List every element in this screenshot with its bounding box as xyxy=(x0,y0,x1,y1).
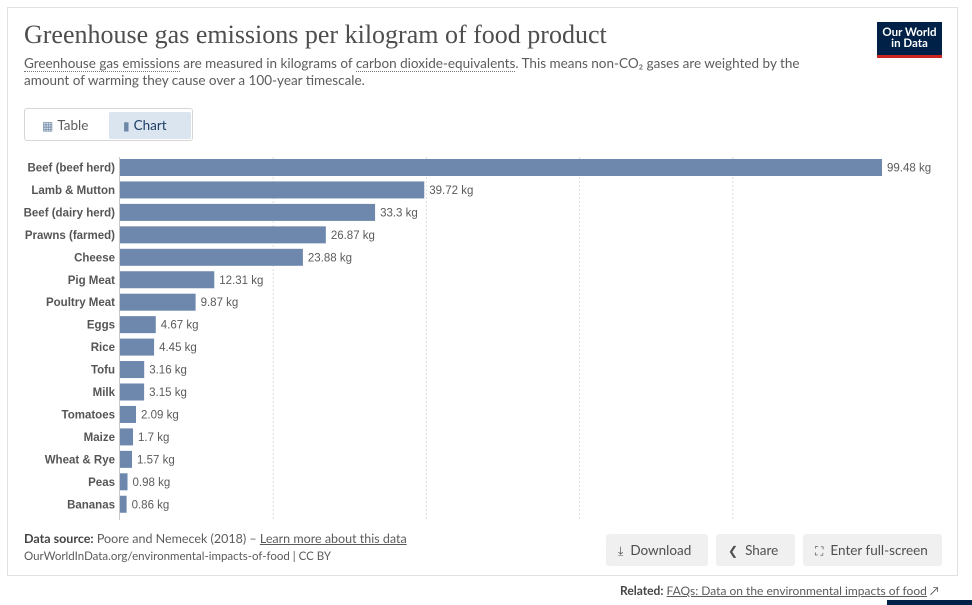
category-label: Bananas xyxy=(67,499,115,511)
category-label: Poultry Meat xyxy=(46,297,115,309)
bar xyxy=(120,338,155,356)
bar xyxy=(120,316,156,334)
bar xyxy=(120,226,326,244)
download-button[interactable]: ⤓ Download xyxy=(606,534,708,566)
bar xyxy=(120,383,145,401)
download-icon: ⤓ xyxy=(618,543,624,558)
category-label: Prawns (farmed) xyxy=(25,230,115,242)
fullscreen-label: Enter full-screen xyxy=(830,542,928,558)
share-label: Share xyxy=(745,542,779,558)
subtitle-text-rest: . This means non-CO₂ gases are weighted … xyxy=(24,55,800,88)
category-label: Pig Meat xyxy=(68,275,115,287)
bar xyxy=(120,293,196,311)
table-icon: ▦ xyxy=(42,118,54,133)
data-label: 26.87 kg xyxy=(331,230,375,242)
tab-table[interactable]: ▦ Table xyxy=(28,112,108,139)
category-label: Beef (beef herd) xyxy=(27,163,115,175)
bar xyxy=(120,361,145,379)
data-label: 4.45 kg xyxy=(159,342,197,354)
category-label: Eggs xyxy=(87,320,115,332)
category-label: Cheese xyxy=(74,252,115,264)
edge-decoration xyxy=(887,600,972,605)
tab-table-label: Table xyxy=(57,117,89,133)
category-label: Lamb & Mutton xyxy=(31,185,115,197)
fullscreen-button[interactable]: ⛶ Enter full-screen xyxy=(803,534,942,566)
view-tabs: ▦ Table ▮ Chart xyxy=(24,108,193,141)
bar xyxy=(120,405,137,423)
category-label: Tomatoes xyxy=(62,409,115,421)
learn-more-link[interactable]: Learn more about this data xyxy=(259,531,407,546)
related-faq-link[interactable]: FAQs: Data on the environmental impacts … xyxy=(666,583,927,598)
data-label: 23.88 kg xyxy=(308,252,352,264)
data-label: 1.7 kg xyxy=(138,432,169,444)
data-label: 3.16 kg xyxy=(149,365,187,377)
data-label: 39.72 kg xyxy=(429,185,473,197)
logo-line-2: in Data xyxy=(891,37,928,50)
logo-line-1: Our World xyxy=(882,26,937,39)
chart-subtitle: Greenhouse gas emissions are measured in… xyxy=(24,55,844,89)
owid-logo[interactable]: Our World in Data xyxy=(877,22,942,58)
category-label: Tofu xyxy=(91,365,115,377)
data-source-label: Data source: xyxy=(24,531,94,546)
bar xyxy=(120,495,127,513)
fullscreen-icon: ⛶ xyxy=(815,543,824,558)
download-label: Download xyxy=(630,542,692,558)
chart-frame xyxy=(7,7,958,576)
category-label: Peas xyxy=(88,477,115,489)
data-label: 3.15 kg xyxy=(149,387,187,399)
category-label: Beef (dairy herd) xyxy=(24,207,116,219)
bar xyxy=(120,248,303,266)
bar xyxy=(120,450,133,468)
bar xyxy=(120,271,215,289)
share-icon: ❮ xyxy=(728,543,739,558)
bar xyxy=(120,203,376,221)
data-source: Data source: Poore and Nemecek (2018) – … xyxy=(24,531,407,546)
data-label: 9.87 kg xyxy=(201,297,239,309)
category-label: Wheat & Rye xyxy=(45,454,115,466)
bar-chart: Beef (beef herd) 99.48 kg Lamb & Mutton 39.… xyxy=(24,157,931,520)
data-label: 33.3 kg xyxy=(380,207,418,219)
ghg-definition-link[interactable]: Greenhouse gas emissions xyxy=(24,55,180,72)
category-label: Maize xyxy=(84,432,115,444)
category-label: Milk xyxy=(93,387,116,399)
data-label: 12.31 kg xyxy=(219,275,263,287)
co2eq-definition-link[interactable]: carbon dioxide-equivalents xyxy=(355,55,516,72)
source-url: OurWorldInData.org/environmental-impacts… xyxy=(24,550,332,563)
bar xyxy=(120,159,883,176)
bar xyxy=(120,181,425,199)
data-label: 0.86 kg xyxy=(132,499,170,511)
category-label: Rice xyxy=(91,342,115,354)
data-label: 0.98 kg xyxy=(133,477,171,489)
data-source-text: Poore and Nemecek (2018) – xyxy=(93,531,260,546)
data-label: 99.48 kg xyxy=(887,163,931,175)
related-label: Related: xyxy=(620,583,664,598)
bar xyxy=(120,473,128,491)
external-link-icon: ↗ xyxy=(929,583,939,598)
data-label: 2.09 kg xyxy=(141,409,179,421)
tab-chart-label: Chart xyxy=(133,117,167,133)
bar-chart-icon: ▮ xyxy=(123,118,130,133)
tab-chart[interactable]: ▮ Chart xyxy=(109,112,191,139)
share-button[interactable]: ❮ Share xyxy=(716,534,795,566)
data-label: 4.67 kg xyxy=(161,320,199,332)
data-label: 1.57 kg xyxy=(137,454,175,466)
chart-title: Greenhouse gas emissions per kilogram of… xyxy=(24,20,607,49)
bar xyxy=(120,428,134,446)
subtitle-text: are measured in kilograms of xyxy=(179,55,356,71)
related-links: Related: FAQs: Data on the environmental… xyxy=(620,583,939,598)
